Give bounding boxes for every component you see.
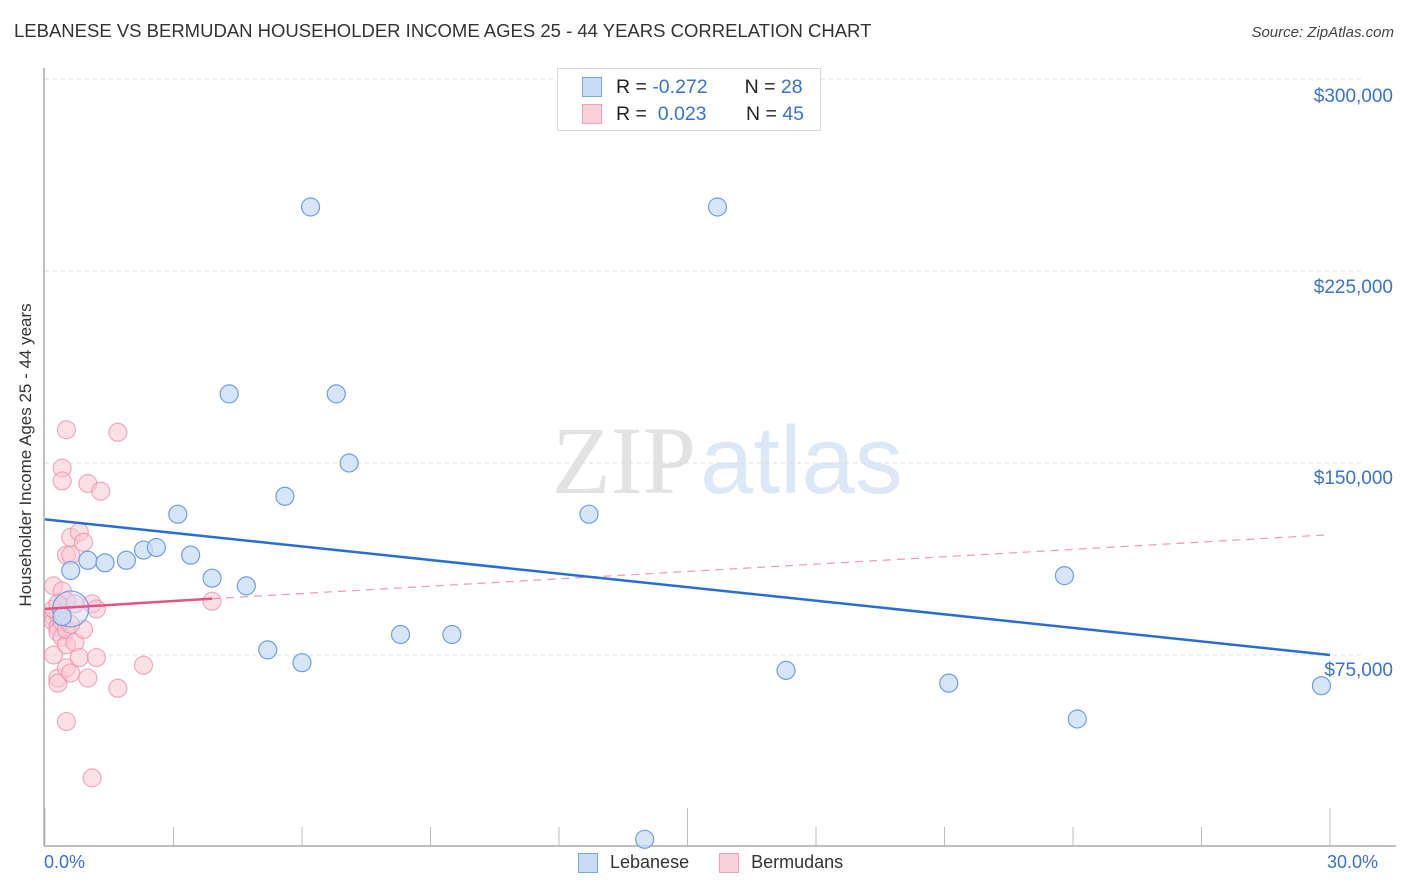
legend-label: Bermudans bbox=[751, 852, 844, 872]
y-tick-150000: $150,000 bbox=[1313, 468, 1393, 489]
lebanese-data-point bbox=[390, 624, 411, 645]
bermudan-data-point bbox=[48, 673, 68, 693]
bermudan-data-point bbox=[73, 532, 94, 552]
legend-n-value: 45 bbox=[782, 102, 805, 125]
correlation-legend: R = -0.272 N = 28 R = 0.023 N = 45 bbox=[557, 68, 821, 131]
watermark-zip: ZIP bbox=[552, 407, 696, 514]
legend-item-bermudans[interactable]: Bermudans bbox=[719, 852, 843, 873]
watermark-atlas: atlas bbox=[700, 407, 903, 514]
legend-row-bermudans: R = 0.023 N = 45 bbox=[582, 101, 804, 127]
lebanese-data-point bbox=[635, 829, 655, 849]
bermudan-data-point bbox=[56, 420, 77, 440]
legend-n-label: N = bbox=[746, 102, 777, 125]
lebanese-data-point bbox=[442, 624, 462, 645]
lebanese-swatch-icon bbox=[582, 77, 602, 97]
bermudans-swatch-icon bbox=[719, 852, 740, 873]
lebanese-data-point bbox=[258, 640, 278, 660]
lebanese-data-point bbox=[275, 486, 295, 506]
lebanese-data-point bbox=[326, 384, 346, 404]
bermudan-data-point bbox=[78, 668, 98, 688]
bermudan-trend-extension bbox=[212, 534, 1331, 600]
bermudan-data-point bbox=[133, 655, 154, 675]
legend-item-lebanese[interactable]: Lebanese bbox=[578, 852, 689, 873]
bermudan-data-point bbox=[108, 678, 128, 698]
lebanese-data-point bbox=[168, 504, 188, 524]
lebanese-data-point bbox=[78, 550, 98, 570]
chart-title: LEBANESE VS BERMUDAN HOUSEHOLDER INCOME … bbox=[14, 20, 872, 41]
lebanese-data-point bbox=[1054, 566, 1075, 586]
lebanese-data-point bbox=[579, 504, 599, 524]
bermudan-data-point bbox=[91, 481, 111, 501]
lebanese-data-point bbox=[181, 545, 201, 565]
source-label: Source: ZipAtlas.com bbox=[1251, 24, 1394, 41]
lebanese-data-point bbox=[1067, 709, 1087, 729]
lebanese-trend-line bbox=[44, 518, 1331, 657]
x-tick-min: 0.0% bbox=[44, 852, 86, 872]
bermudan-data-point bbox=[69, 647, 89, 668]
lebanese-data-point bbox=[939, 673, 959, 693]
bermudan-trend-line bbox=[44, 597, 213, 611]
lebanese-data-point bbox=[236, 576, 256, 596]
watermark: ZIPatlas bbox=[552, 405, 903, 516]
lebanese-data-point bbox=[339, 453, 359, 473]
lebanese-data-point bbox=[292, 653, 312, 673]
legend-r-value: 0.023 bbox=[657, 102, 707, 125]
bermudan-data-point bbox=[43, 645, 64, 665]
legend-r-value: -0.272 bbox=[652, 75, 708, 98]
y-tick-75000: $75,000 bbox=[1324, 660, 1393, 681]
lebanese-data-point bbox=[52, 606, 72, 627]
legend-n-label: N = bbox=[744, 75, 776, 98]
legend-label: Lebanese bbox=[610, 852, 690, 872]
lebanese-data-point bbox=[95, 553, 115, 573]
legend-n-value: 28 bbox=[780, 75, 803, 98]
bermudan-data-point bbox=[86, 599, 107, 619]
lebanese-data-point bbox=[300, 197, 321, 217]
bermudans-swatch-icon bbox=[582, 104, 602, 124]
bermudan-data-point bbox=[108, 422, 128, 442]
lebanese-data-point bbox=[219, 384, 239, 404]
lebanese-swatch-icon bbox=[578, 852, 598, 873]
lebanese-data-point bbox=[707, 197, 728, 217]
bermudan-data-point bbox=[56, 711, 77, 732]
series-legend: Lebanese Bermudans bbox=[578, 852, 873, 873]
bermudan-data-point bbox=[82, 768, 102, 788]
y-tick-300000: $300,000 bbox=[1313, 86, 1393, 107]
y-tick-225000: $225,000 bbox=[1313, 277, 1393, 298]
lebanese-data-point bbox=[776, 660, 796, 680]
lebanese-data-point bbox=[116, 550, 136, 570]
bermudan-data-point bbox=[202, 591, 222, 611]
legend-r-label: R = bbox=[616, 102, 647, 125]
bermudan-data-point bbox=[52, 471, 72, 491]
bermudan-data-point bbox=[86, 647, 107, 668]
lebanese-data-point bbox=[202, 568, 222, 588]
legend-r-label: R = bbox=[616, 75, 647, 98]
y-axis-label: Householder Income Ages 25 - 44 years bbox=[16, 303, 35, 607]
lebanese-data-point bbox=[61, 560, 81, 581]
bermudan-data-point bbox=[61, 663, 81, 683]
lebanese-data-point bbox=[146, 537, 166, 558]
lebanese-data-point bbox=[1311, 676, 1332, 696]
legend-row-lebanese: R = -0.272 N = 28 bbox=[582, 74, 803, 100]
x-tick-max: 30.0% bbox=[1327, 852, 1379, 872]
